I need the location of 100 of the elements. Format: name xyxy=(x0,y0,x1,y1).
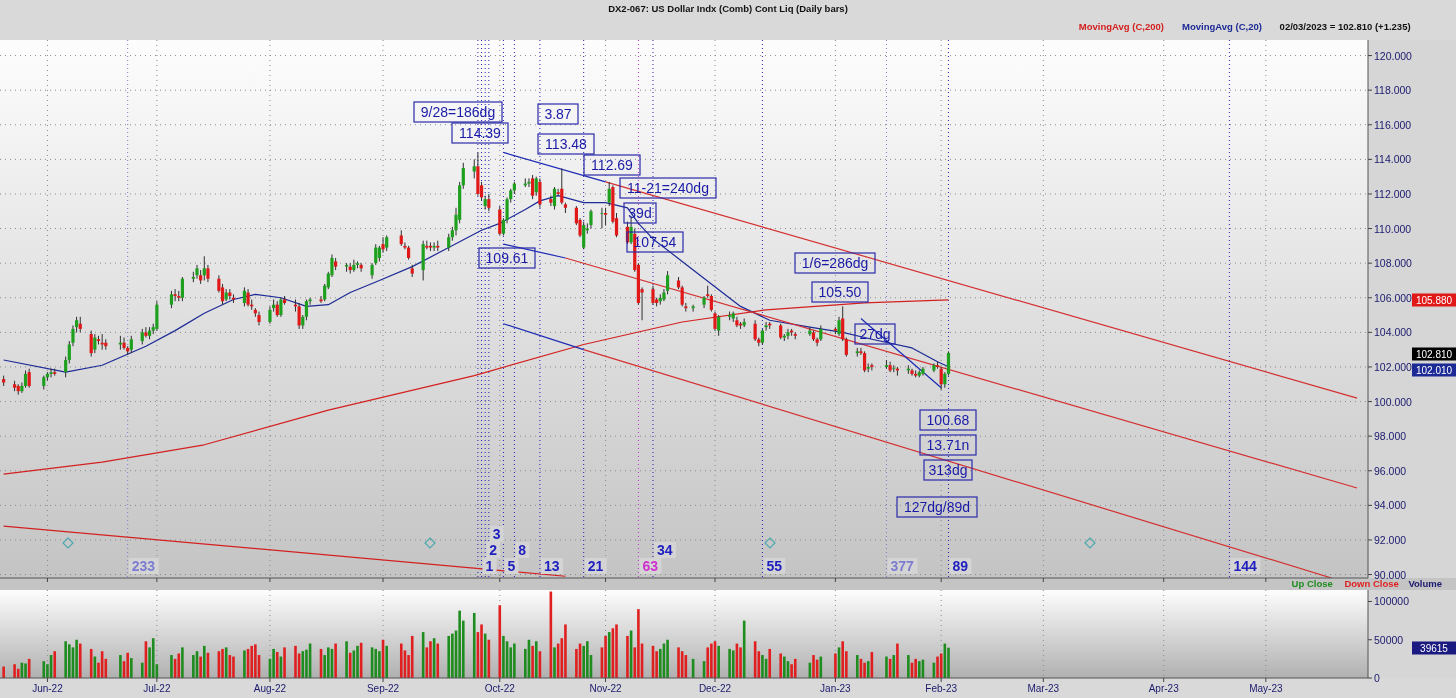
bar xyxy=(936,656,939,678)
bar xyxy=(451,633,454,678)
annotation: 100.68 xyxy=(926,412,970,428)
y-tick-label: 110.000 xyxy=(1374,222,1412,235)
candlestick xyxy=(560,167,564,205)
bar xyxy=(472,612,476,678)
ref-line-label: 1 xyxy=(485,558,494,574)
bar xyxy=(717,645,720,678)
bar xyxy=(53,651,57,678)
bar xyxy=(626,635,629,678)
x-tick-label: Sep-22 xyxy=(366,683,400,694)
candlestick xyxy=(297,302,301,330)
ref-line-label: 21 xyxy=(587,558,604,574)
ref-line-label: 377 xyxy=(890,558,915,574)
bar xyxy=(283,647,286,678)
bar xyxy=(68,644,71,678)
y-tick-label: 102.000 xyxy=(1374,360,1413,373)
bar xyxy=(866,661,870,678)
y-tick-label: 50000 xyxy=(1374,633,1404,646)
bar xyxy=(564,624,567,678)
y-tick-label: 94.000 xyxy=(1374,499,1407,512)
bar xyxy=(553,647,556,678)
bar xyxy=(498,605,502,678)
bar xyxy=(666,639,669,678)
bar xyxy=(2,666,5,678)
candlestick xyxy=(195,264,199,280)
bar xyxy=(140,662,144,678)
x-tick-label: May-23 xyxy=(1249,683,1283,694)
ref-line-label: 5 xyxy=(507,558,516,574)
candlestick xyxy=(589,209,593,230)
candlestick xyxy=(717,314,721,337)
y-tick-label: 90.000 xyxy=(1374,568,1407,581)
annotation: 112.69 xyxy=(591,157,634,173)
bar xyxy=(677,647,680,678)
bar xyxy=(896,643,899,678)
bar xyxy=(16,668,20,678)
bar xyxy=(202,645,206,678)
bar xyxy=(327,647,330,678)
bar xyxy=(348,652,352,678)
x-tick-label: Aug-22 xyxy=(253,683,287,694)
candlestick xyxy=(786,328,790,340)
bar xyxy=(658,648,662,678)
y-tick-label: 0 xyxy=(1374,672,1380,684)
annotation: 109.61 xyxy=(485,250,529,266)
x-tick-label: Dec-22 xyxy=(698,683,732,694)
ref-line-label: 2 xyxy=(489,542,498,558)
candlestick xyxy=(304,298,309,321)
bar xyxy=(739,647,742,678)
text: MovingAvg (C,20) xyxy=(1182,21,1262,32)
text: 39615 xyxy=(1420,643,1449,654)
bar xyxy=(254,644,257,678)
candlestick xyxy=(607,181,611,207)
candlestick xyxy=(531,174,535,200)
x-tick-label: Feb-23 xyxy=(925,683,958,694)
bar xyxy=(119,655,122,678)
ref-line-label: 144 xyxy=(1233,558,1257,574)
text: 02/03/2023 = 102.810 (+1.235) xyxy=(1279,21,1411,32)
bar xyxy=(834,653,837,678)
ref-line-label: 233 xyxy=(131,558,156,574)
bar xyxy=(731,650,735,678)
candlestick xyxy=(279,297,283,318)
y-tick-label: 120.000 xyxy=(1374,49,1413,62)
candlestick xyxy=(538,177,542,209)
candlestick xyxy=(582,221,586,250)
y-tick-label: 100.000 xyxy=(1374,395,1413,408)
bar xyxy=(586,641,589,678)
bar xyxy=(914,658,917,678)
annotation: 313dg xyxy=(928,462,968,478)
bar xyxy=(385,645,388,678)
y-tick-label: 100000 xyxy=(1374,595,1410,608)
bar xyxy=(429,641,432,678)
bar xyxy=(294,645,297,678)
text: 102.810 xyxy=(1415,349,1453,360)
text: Down Close xyxy=(1344,578,1399,589)
candlestick xyxy=(173,288,177,302)
candlestick xyxy=(122,337,126,351)
bar xyxy=(334,643,337,678)
bar xyxy=(761,655,764,678)
candlestick xyxy=(64,356,68,378)
text: MovingAvg (C,200) xyxy=(1078,21,1164,32)
bar xyxy=(710,643,713,678)
bar xyxy=(170,655,173,678)
ref-line-label: 3 xyxy=(492,526,501,542)
bar xyxy=(531,645,534,678)
bar xyxy=(582,645,585,678)
bar xyxy=(378,651,381,678)
bar xyxy=(575,648,578,678)
bar xyxy=(345,641,348,678)
bar xyxy=(458,610,461,678)
candlestick xyxy=(713,311,717,332)
candlestick xyxy=(89,330,93,358)
bar xyxy=(126,652,129,678)
bar xyxy=(604,635,607,678)
ref-line-label: 34 xyxy=(656,542,673,558)
candlestick xyxy=(844,337,848,358)
y-tick-label: 118.000 xyxy=(1374,84,1412,97)
bar xyxy=(783,656,786,678)
bar xyxy=(410,635,414,678)
candlestick xyxy=(49,368,53,378)
candlestick xyxy=(870,362,874,371)
